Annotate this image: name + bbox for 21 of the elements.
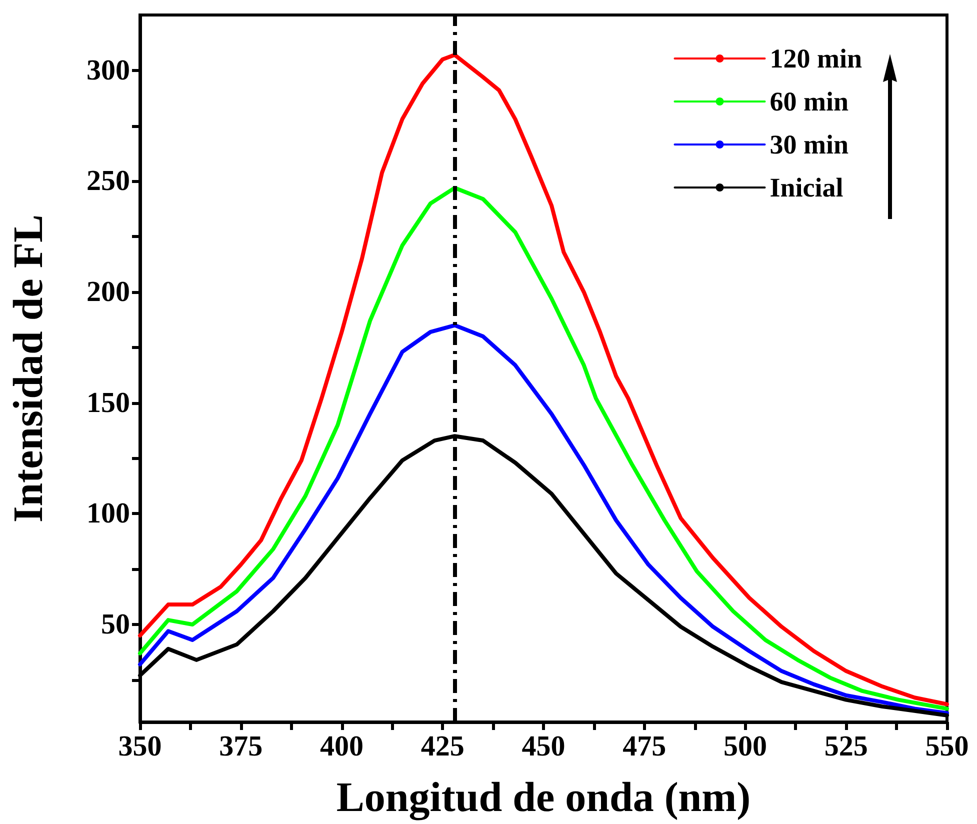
y-tick-label: 50 xyxy=(101,608,130,640)
legend-label: Inicial xyxy=(770,172,844,202)
x-tick-label: 475 xyxy=(622,730,666,762)
x-axis-title: Longitud de onda (nm) xyxy=(336,775,751,821)
x-tick-label: 500 xyxy=(724,730,767,762)
x-tick-label: 425 xyxy=(420,730,464,762)
y-tick-label: 200 xyxy=(86,276,130,308)
y-tick-label: 300 xyxy=(86,54,130,86)
x-tick-label: 450 xyxy=(522,730,566,762)
x-tick-label: 350 xyxy=(118,730,162,762)
legend-label: 60 min xyxy=(770,86,849,116)
x-tick-label: 525 xyxy=(824,730,868,762)
legend-label: 120 min xyxy=(770,44,862,74)
legend-label: 30 min xyxy=(770,130,849,160)
y-axis-title: Intensidad de FL xyxy=(6,214,52,523)
y-tick-label: 100 xyxy=(86,498,130,530)
x-tick-label: 400 xyxy=(320,730,364,762)
x-tick-label: 375 xyxy=(219,730,263,762)
y-tick-label: 250 xyxy=(86,165,130,198)
y-tick-label: 150 xyxy=(86,386,130,419)
x-tick-label: 550 xyxy=(925,730,969,762)
